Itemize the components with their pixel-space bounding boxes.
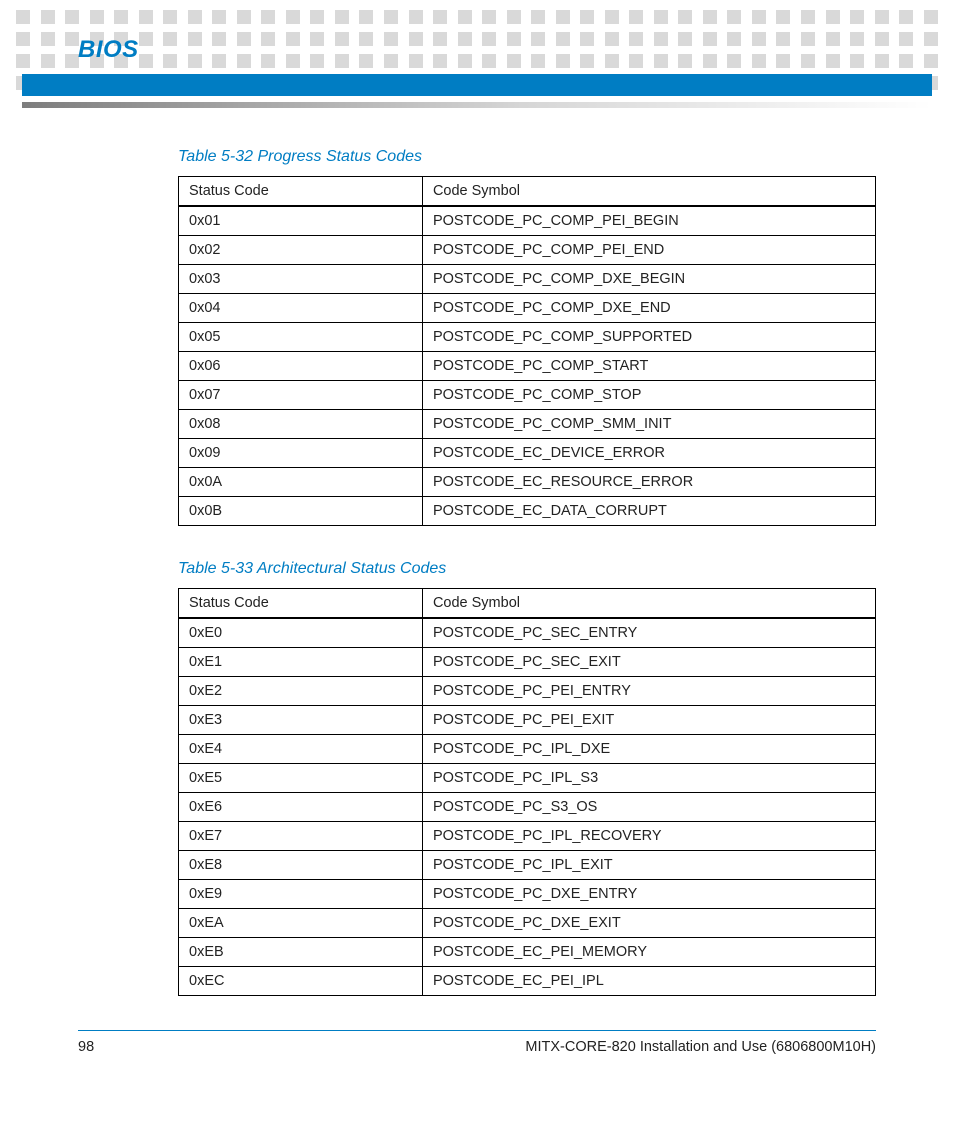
code-symbol-cell: POSTCODE_PC_PEI_ENTRY bbox=[422, 677, 875, 706]
code-symbol-cell: POSTCODE_EC_DEVICE_ERROR bbox=[422, 439, 875, 468]
status-code-cell: 0x07 bbox=[179, 381, 423, 410]
status-code-cell: 0xE7 bbox=[179, 822, 423, 851]
status-codes-table: Status CodeCode Symbol0xE0POSTCODE_PC_SE… bbox=[178, 588, 876, 996]
status-code-cell: 0xE5 bbox=[179, 764, 423, 793]
table-header-row: Status CodeCode Symbol bbox=[179, 589, 876, 619]
table-header-cell: Status Code bbox=[179, 589, 423, 619]
page-footer: 98 MITX-CORE-820 Installation and Use (6… bbox=[78, 1030, 876, 1055]
table-row: 0x09POSTCODE_EC_DEVICE_ERROR bbox=[179, 439, 876, 468]
table-row: 0x01POSTCODE_PC_COMP_PEI_BEGIN bbox=[179, 206, 876, 236]
code-symbol-cell: POSTCODE_PC_DXE_ENTRY bbox=[422, 880, 875, 909]
code-symbol-cell: POSTCODE_EC_DATA_CORRUPT bbox=[422, 497, 875, 526]
code-symbol-cell: POSTCODE_PC_COMP_PEI_BEGIN bbox=[422, 206, 875, 236]
code-symbol-cell: POSTCODE_PC_IPL_DXE bbox=[422, 735, 875, 764]
table-row: 0x07POSTCODE_PC_COMP_STOP bbox=[179, 381, 876, 410]
table-row: 0xE5POSTCODE_PC_IPL_S3 bbox=[179, 764, 876, 793]
code-symbol-cell: POSTCODE_PC_COMP_SUPPORTED bbox=[422, 323, 875, 352]
code-symbol-cell: POSTCODE_PC_DXE_EXIT bbox=[422, 909, 875, 938]
status-code-cell: 0xE1 bbox=[179, 648, 423, 677]
status-code-cell: 0xE9 bbox=[179, 880, 423, 909]
table-header-row: Status CodeCode Symbol bbox=[179, 177, 876, 207]
table-row: 0x04POSTCODE_PC_COMP_DXE_END bbox=[179, 294, 876, 323]
page-header: BIOS bbox=[0, 0, 954, 108]
code-symbol-cell: POSTCODE_PC_SEC_EXIT bbox=[422, 648, 875, 677]
table-header-cell: Code Symbol bbox=[422, 589, 875, 619]
status-code-cell: 0x02 bbox=[179, 236, 423, 265]
code-symbol-cell: POSTCODE_PC_IPL_RECOVERY bbox=[422, 822, 875, 851]
header-gradient-line bbox=[22, 102, 932, 108]
table-row: 0x02POSTCODE_PC_COMP_PEI_END bbox=[179, 236, 876, 265]
table-row: 0xE0POSTCODE_PC_SEC_ENTRY bbox=[179, 618, 876, 648]
table-row: 0xE6POSTCODE_PC_S3_OS bbox=[179, 793, 876, 822]
table-title: Table 5-32 Progress Status Codes bbox=[178, 148, 876, 166]
table-row: 0xE3POSTCODE_PC_PEI_EXIT bbox=[179, 706, 876, 735]
table-row: 0x0APOSTCODE_EC_RESOURCE_ERROR bbox=[179, 468, 876, 497]
status-code-cell: 0x0A bbox=[179, 468, 423, 497]
table-title: Table 5-33 Architectural Status Codes bbox=[178, 560, 876, 578]
table-row: 0xE9POSTCODE_PC_DXE_ENTRY bbox=[179, 880, 876, 909]
header-blue-bar bbox=[22, 74, 932, 96]
code-symbol-cell: POSTCODE_EC_RESOURCE_ERROR bbox=[422, 468, 875, 497]
page: BIOS Table 5-32 Progress Status Codes Sta… bbox=[0, 0, 954, 1085]
table-row: 0xE4POSTCODE_PC_IPL_DXE bbox=[179, 735, 876, 764]
code-symbol-cell: POSTCODE_PC_COMP_DXE_END bbox=[422, 294, 875, 323]
status-code-cell: 0xE8 bbox=[179, 851, 423, 880]
status-code-cell: 0xE2 bbox=[179, 677, 423, 706]
table-row: 0x03POSTCODE_PC_COMP_DXE_BEGIN bbox=[179, 265, 876, 294]
table-header-cell: Code Symbol bbox=[422, 177, 875, 207]
code-symbol-cell: POSTCODE_EC_PEI_MEMORY bbox=[422, 938, 875, 967]
code-symbol-cell: POSTCODE_PC_IPL_EXIT bbox=[422, 851, 875, 880]
status-code-cell: 0xEB bbox=[179, 938, 423, 967]
page-content: Table 5-32 Progress Status Codes Status C… bbox=[0, 108, 954, 996]
status-code-cell: 0x03 bbox=[179, 265, 423, 294]
code-symbol-cell: POSTCODE_PC_COMP_STOP bbox=[422, 381, 875, 410]
section-title: BIOS bbox=[0, 36, 954, 64]
status-code-cell: 0xE6 bbox=[179, 793, 423, 822]
status-code-cell: 0x01 bbox=[179, 206, 423, 236]
status-code-cell: 0x0B bbox=[179, 497, 423, 526]
code-symbol-cell: POSTCODE_PC_COMP_DXE_BEGIN bbox=[422, 265, 875, 294]
status-code-cell: 0x06 bbox=[179, 352, 423, 381]
table-header-cell: Status Code bbox=[179, 177, 423, 207]
code-symbol-cell: POSTCODE_EC_PEI_IPL bbox=[422, 967, 875, 996]
status-code-cell: 0x08 bbox=[179, 410, 423, 439]
table-row: 0xEAPOSTCODE_PC_DXE_EXIT bbox=[179, 909, 876, 938]
table-row: 0x0BPOSTCODE_EC_DATA_CORRUPT bbox=[179, 497, 876, 526]
table-row: 0xE2POSTCODE_PC_PEI_ENTRY bbox=[179, 677, 876, 706]
status-code-cell: 0xEC bbox=[179, 967, 423, 996]
table-row: 0xE8POSTCODE_PC_IPL_EXIT bbox=[179, 851, 876, 880]
code-symbol-cell: POSTCODE_PC_COMP_PEI_END bbox=[422, 236, 875, 265]
code-symbol-cell: POSTCODE_PC_COMP_START bbox=[422, 352, 875, 381]
page-number: 98 bbox=[78, 1039, 94, 1055]
code-symbol-cell: POSTCODE_PC_COMP_SMM_INIT bbox=[422, 410, 875, 439]
table-row: 0x06POSTCODE_PC_COMP_START bbox=[179, 352, 876, 381]
code-symbol-cell: POSTCODE_PC_PEI_EXIT bbox=[422, 706, 875, 735]
status-code-cell: 0xE0 bbox=[179, 618, 423, 648]
footer-doc-title: MITX-CORE-820 Installation and Use (6806… bbox=[525, 1039, 876, 1055]
table-row: 0xE7POSTCODE_PC_IPL_RECOVERY bbox=[179, 822, 876, 851]
table-row: 0xE1POSTCODE_PC_SEC_EXIT bbox=[179, 648, 876, 677]
status-codes-table: Status CodeCode Symbol0x01POSTCODE_PC_CO… bbox=[178, 176, 876, 526]
code-symbol-cell: POSTCODE_PC_SEC_ENTRY bbox=[422, 618, 875, 648]
table-row: 0x05POSTCODE_PC_COMP_SUPPORTED bbox=[179, 323, 876, 352]
status-code-cell: 0xEA bbox=[179, 909, 423, 938]
table-row: 0xEBPOSTCODE_EC_PEI_MEMORY bbox=[179, 938, 876, 967]
status-code-cell: 0xE4 bbox=[179, 735, 423, 764]
table-row: 0xECPOSTCODE_EC_PEI_IPL bbox=[179, 967, 876, 996]
code-symbol-cell: POSTCODE_PC_IPL_S3 bbox=[422, 764, 875, 793]
status-code-cell: 0x09 bbox=[179, 439, 423, 468]
code-symbol-cell: POSTCODE_PC_S3_OS bbox=[422, 793, 875, 822]
table-row: 0x08POSTCODE_PC_COMP_SMM_INIT bbox=[179, 410, 876, 439]
status-code-cell: 0x05 bbox=[179, 323, 423, 352]
status-code-cell: 0xE3 bbox=[179, 706, 423, 735]
status-code-cell: 0x04 bbox=[179, 294, 423, 323]
